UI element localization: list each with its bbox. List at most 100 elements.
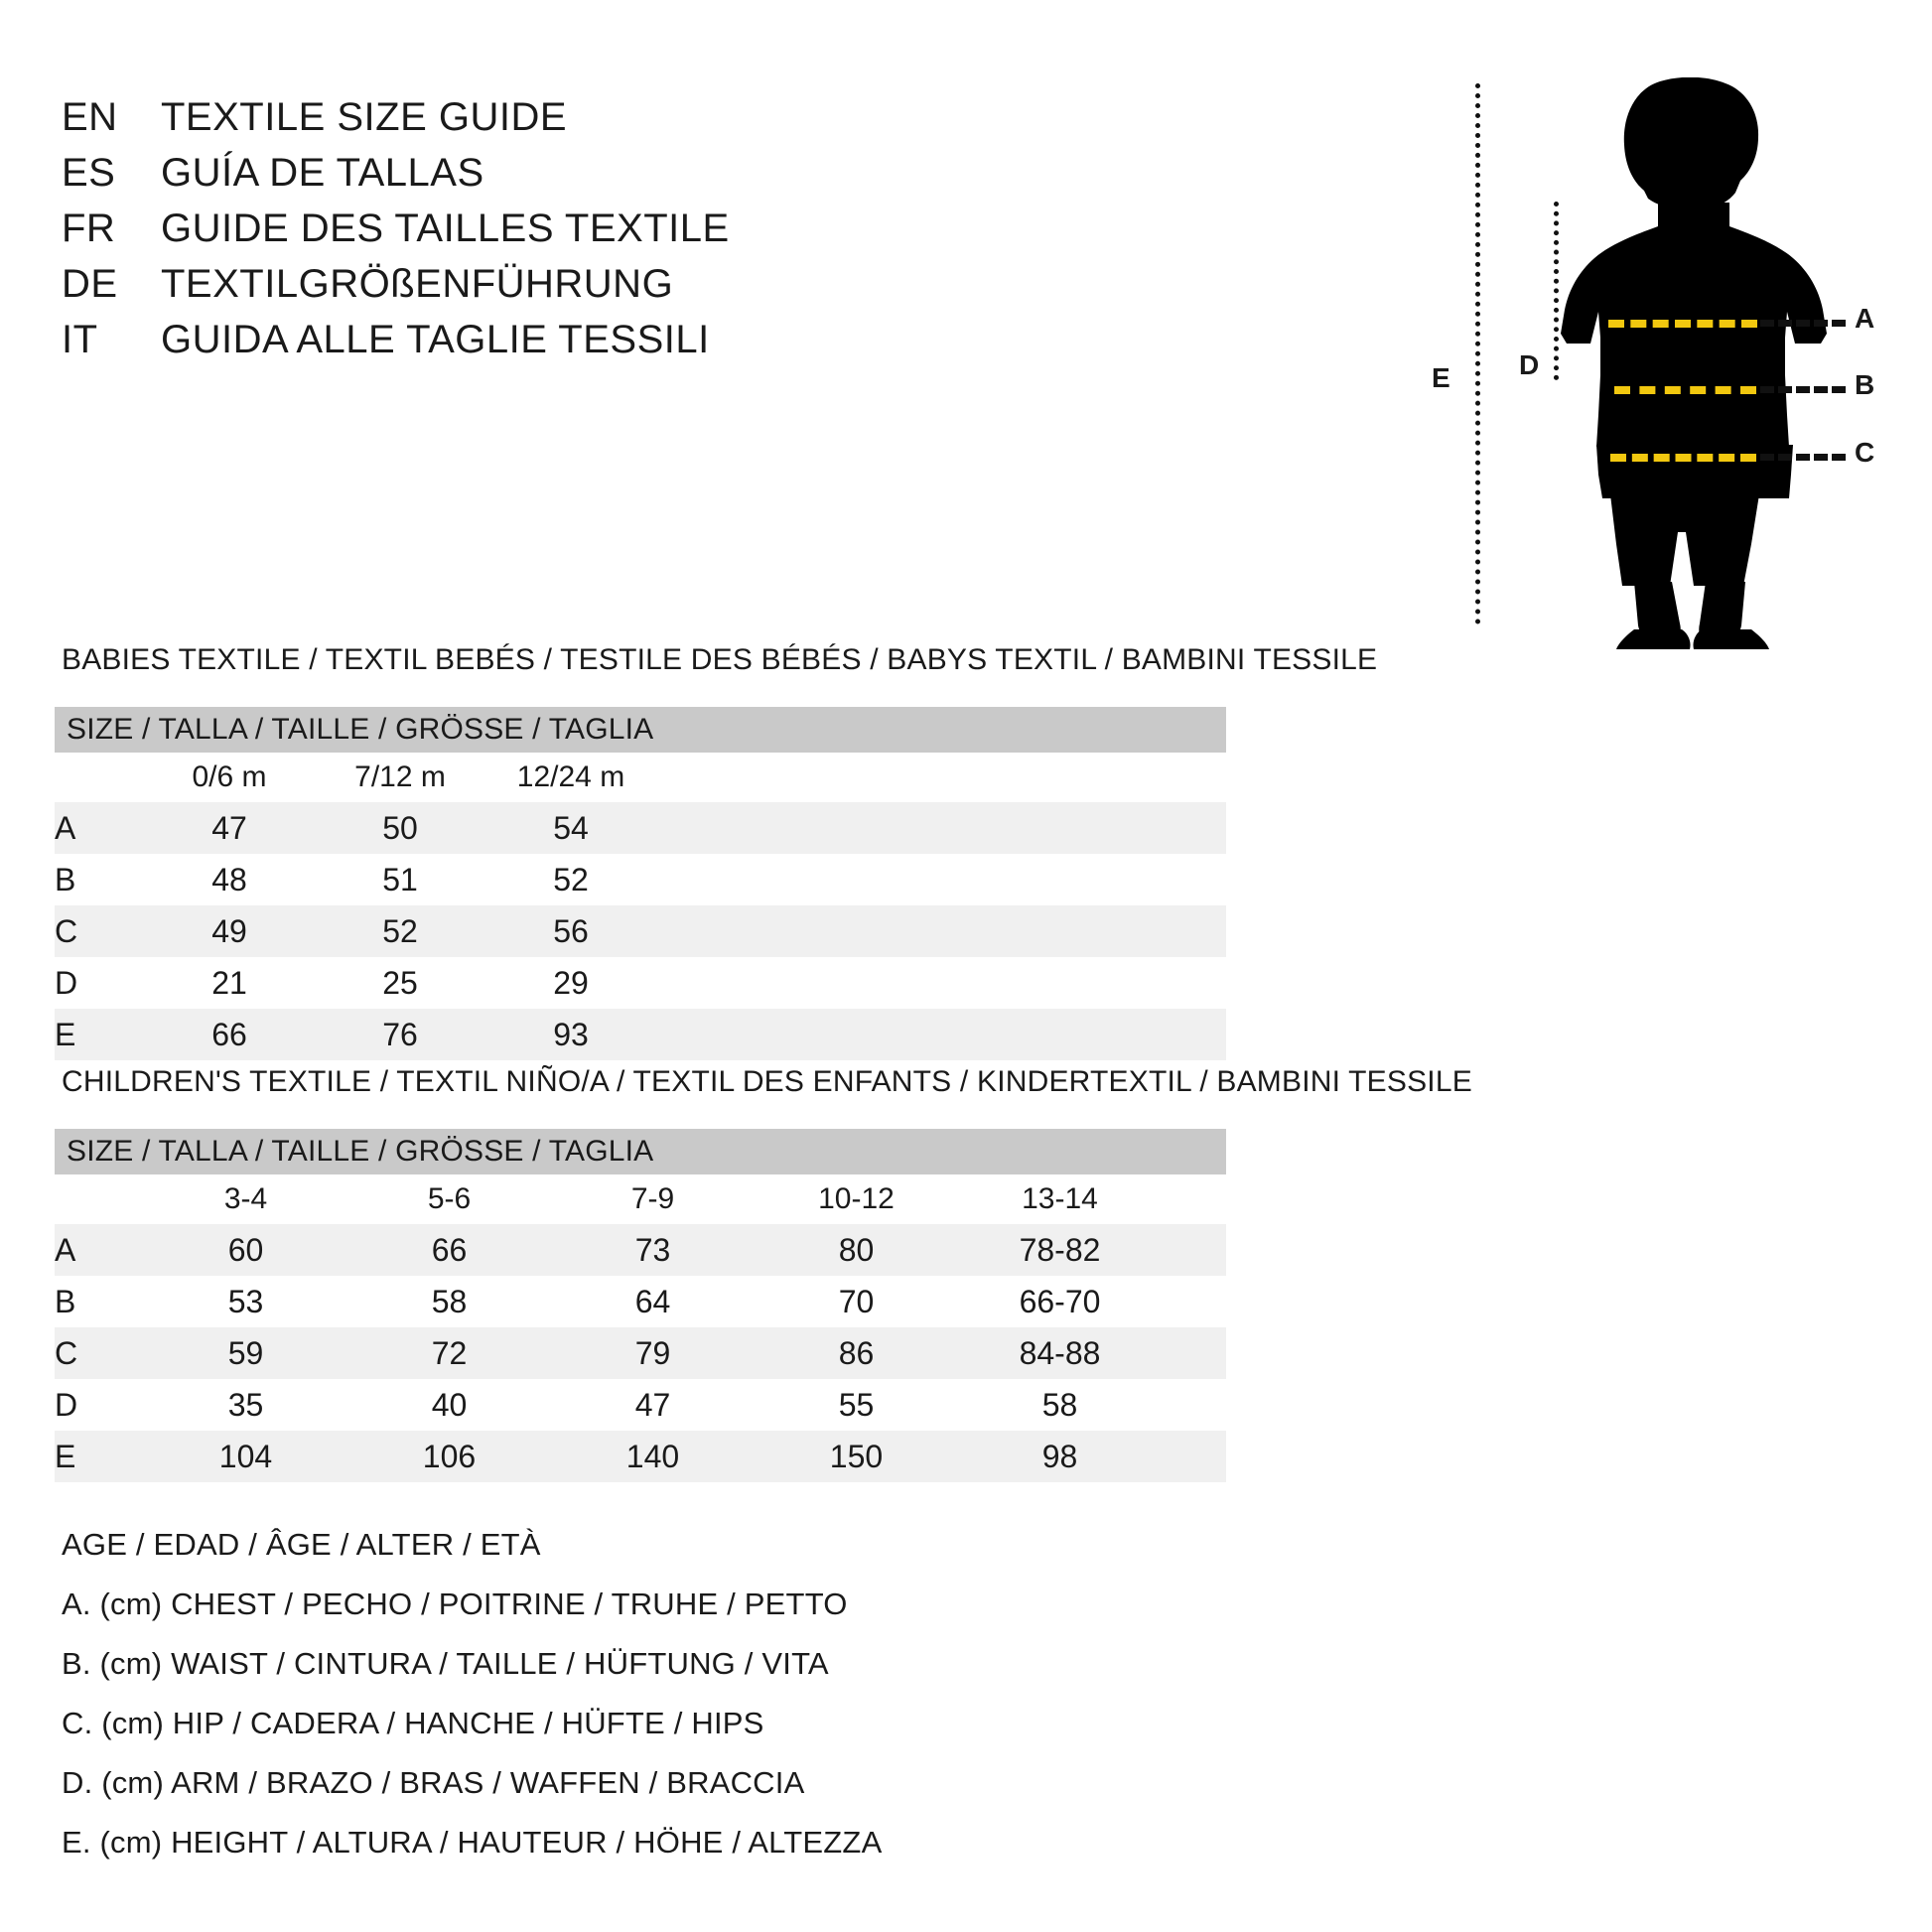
children-table-header-label: SIZE / TALLA / TAILLE / GRÖSSE / TAGLIA (55, 1129, 1227, 1174)
babies-cell-b-1: 51 (315, 854, 485, 905)
babies-row-a-spacer (656, 802, 1227, 854)
children-cell-d-4: 58 (958, 1379, 1162, 1431)
hip-measure-line (1610, 454, 1756, 462)
children-table-header-row: SIZE / TALLA / TAILLE / GRÖSSE / TAGLIA (55, 1129, 1227, 1174)
figure-label-e: E (1432, 362, 1450, 393)
figure-label-b: B (1855, 369, 1875, 400)
table-row: A 60 66 73 80 78-82 (55, 1224, 1227, 1276)
babies-cell-b-0: 48 (144, 854, 315, 905)
babies-column-header-1: 7/12 m (315, 753, 485, 802)
children-column-header-spacer (1162, 1174, 1227, 1224)
children-cell-b-3: 70 (755, 1276, 958, 1327)
babies-cell-c-2: 56 (485, 905, 656, 957)
children-cell-b-2: 64 (551, 1276, 755, 1327)
language-code-en: EN (62, 95, 118, 139)
children-column-header-row: 3-4 5-6 7-9 10-12 13-14 (55, 1174, 1227, 1224)
babies-cell-d-1: 25 (315, 957, 485, 1009)
measurement-legend: AGE / EDAD / ÂGE / ALTER / ETÀ A. (cm) C… (62, 1529, 1253, 1886)
babies-cell-e-0: 66 (144, 1009, 315, 1060)
language-title-fr: GUIDE DES TAILLES TEXTILE (161, 207, 730, 250)
children-cell-b-1: 58 (347, 1276, 551, 1327)
children-section-title: CHILDREN'S TEXTILE / TEXTIL NIÑO/A / TEX… (62, 1065, 1472, 1098)
babies-cell-b-2: 52 (485, 854, 656, 905)
babies-cell-c-1: 52 (315, 905, 485, 957)
children-cell-c-4: 84-88 (958, 1327, 1162, 1379)
children-cell-a-1: 66 (347, 1224, 551, 1276)
table-row: C 59 72 79 86 84-88 (55, 1327, 1227, 1379)
arm-guide-line (1554, 202, 1559, 380)
children-cell-a-0: 60 (144, 1224, 347, 1276)
language-title-block: EN TEXTILE SIZE GUIDE ES GUÍA DE TALLAS … (62, 95, 1154, 373)
language-code-it: IT (62, 318, 98, 361)
children-column-header-3: 10-12 (755, 1174, 958, 1224)
children-cell-e-3: 150 (755, 1431, 958, 1482)
table-row: C 49 52 56 (55, 905, 1227, 957)
babies-cell-d-0: 21 (144, 957, 315, 1009)
babies-cell-a-1: 50 (315, 802, 485, 854)
children-row-d-spacer (1162, 1379, 1227, 1431)
babies-cell-c-0: 49 (144, 905, 315, 957)
children-cell-c-3: 86 (755, 1327, 958, 1379)
babies-cell-a-0: 47 (144, 802, 315, 854)
babies-column-header-row: 0/6 m 7/12 m 12/24 m (55, 753, 1227, 802)
babies-row-d-spacer (656, 957, 1227, 1009)
height-guide-line (1475, 83, 1480, 624)
babies-cell-e-2: 93 (485, 1009, 656, 1060)
legend-line-age: AGE / EDAD / ÂGE / ALTER / ETÀ (62, 1527, 541, 1562)
table-row: B 48 51 52 (55, 854, 1227, 905)
children-row-label-a: A (55, 1224, 144, 1276)
children-cell-b-4: 66-70 (958, 1276, 1162, 1327)
legend-line-hip: C. (cm) HIP / CADERA / HANCHE / HÜFTE / … (62, 1706, 764, 1740)
waist-leader-line (1760, 386, 1846, 393)
babies-cell-a-2: 54 (485, 802, 656, 854)
table-row: D 35 40 47 55 58 (55, 1379, 1227, 1431)
language-title-it: GUIDA ALLE TAGLIE TESSILI (161, 318, 710, 361)
figure-label-a: A (1855, 303, 1875, 334)
children-column-header-corner (55, 1174, 144, 1224)
table-row: D 21 25 29 (55, 957, 1227, 1009)
language-title-en: TEXTILE SIZE GUIDE (161, 95, 568, 139)
language-title-es: GUÍA DE TALLAS (161, 151, 484, 195)
children-column-header-4: 13-14 (958, 1174, 1162, 1224)
language-row-en: EN TEXTILE SIZE GUIDE (62, 95, 1154, 151)
children-column-header-1: 5-6 (347, 1174, 551, 1224)
babies-column-header-corner (55, 753, 144, 802)
waist-measure-line (1614, 386, 1756, 394)
children-column-header-0: 3-4 (144, 1174, 347, 1224)
children-column-header-2: 7-9 (551, 1174, 755, 1224)
language-row-es: ES GUÍA DE TALLAS (62, 151, 1154, 207)
babies-row-label-c: C (55, 905, 144, 957)
babies-row-c-spacer (656, 905, 1227, 957)
children-row-a-spacer (1162, 1224, 1227, 1276)
children-size-table: SIZE / TALLA / TAILLE / GRÖSSE / TAGLIA … (55, 1129, 1227, 1482)
body-measurement-diagram: E D A B C (1380, 69, 1932, 764)
children-cell-d-3: 55 (755, 1379, 958, 1431)
babies-row-e-spacer (656, 1009, 1227, 1060)
children-row-b-spacer (1162, 1276, 1227, 1327)
children-row-label-d: D (55, 1379, 144, 1431)
babies-cell-d-2: 29 (485, 957, 656, 1009)
legend-line-chest: A. (cm) CHEST / PECHO / POITRINE / TRUHE… (62, 1587, 848, 1621)
chest-leader-line (1760, 320, 1846, 327)
children-cell-b-0: 53 (144, 1276, 347, 1327)
babies-column-header-2: 12/24 m (485, 753, 656, 802)
figure-label-d: D (1519, 349, 1540, 380)
children-cell-c-1: 72 (347, 1327, 551, 1379)
language-code-fr: FR (62, 207, 116, 250)
babies-column-header-spacer (656, 753, 1227, 802)
children-row-label-c: C (55, 1327, 144, 1379)
hip-leader-line (1760, 454, 1846, 461)
child-silhouette-icon (1561, 77, 1827, 649)
language-code-es: ES (62, 151, 116, 195)
babies-cell-e-1: 76 (315, 1009, 485, 1060)
children-row-c-spacer (1162, 1327, 1227, 1379)
children-cell-c-0: 59 (144, 1327, 347, 1379)
babies-row-label-e: E (55, 1009, 144, 1060)
children-cell-d-1: 40 (347, 1379, 551, 1431)
children-cell-a-3: 80 (755, 1224, 958, 1276)
babies-size-table: SIZE / TALLA / TAILLE / GRÖSSE / TAGLIA … (55, 707, 1227, 1060)
table-row: B 53 58 64 70 66-70 (55, 1276, 1227, 1327)
table-row: E 104 106 140 150 98 (55, 1431, 1227, 1482)
children-cell-d-0: 35 (144, 1379, 347, 1431)
children-cell-d-2: 47 (551, 1379, 755, 1431)
